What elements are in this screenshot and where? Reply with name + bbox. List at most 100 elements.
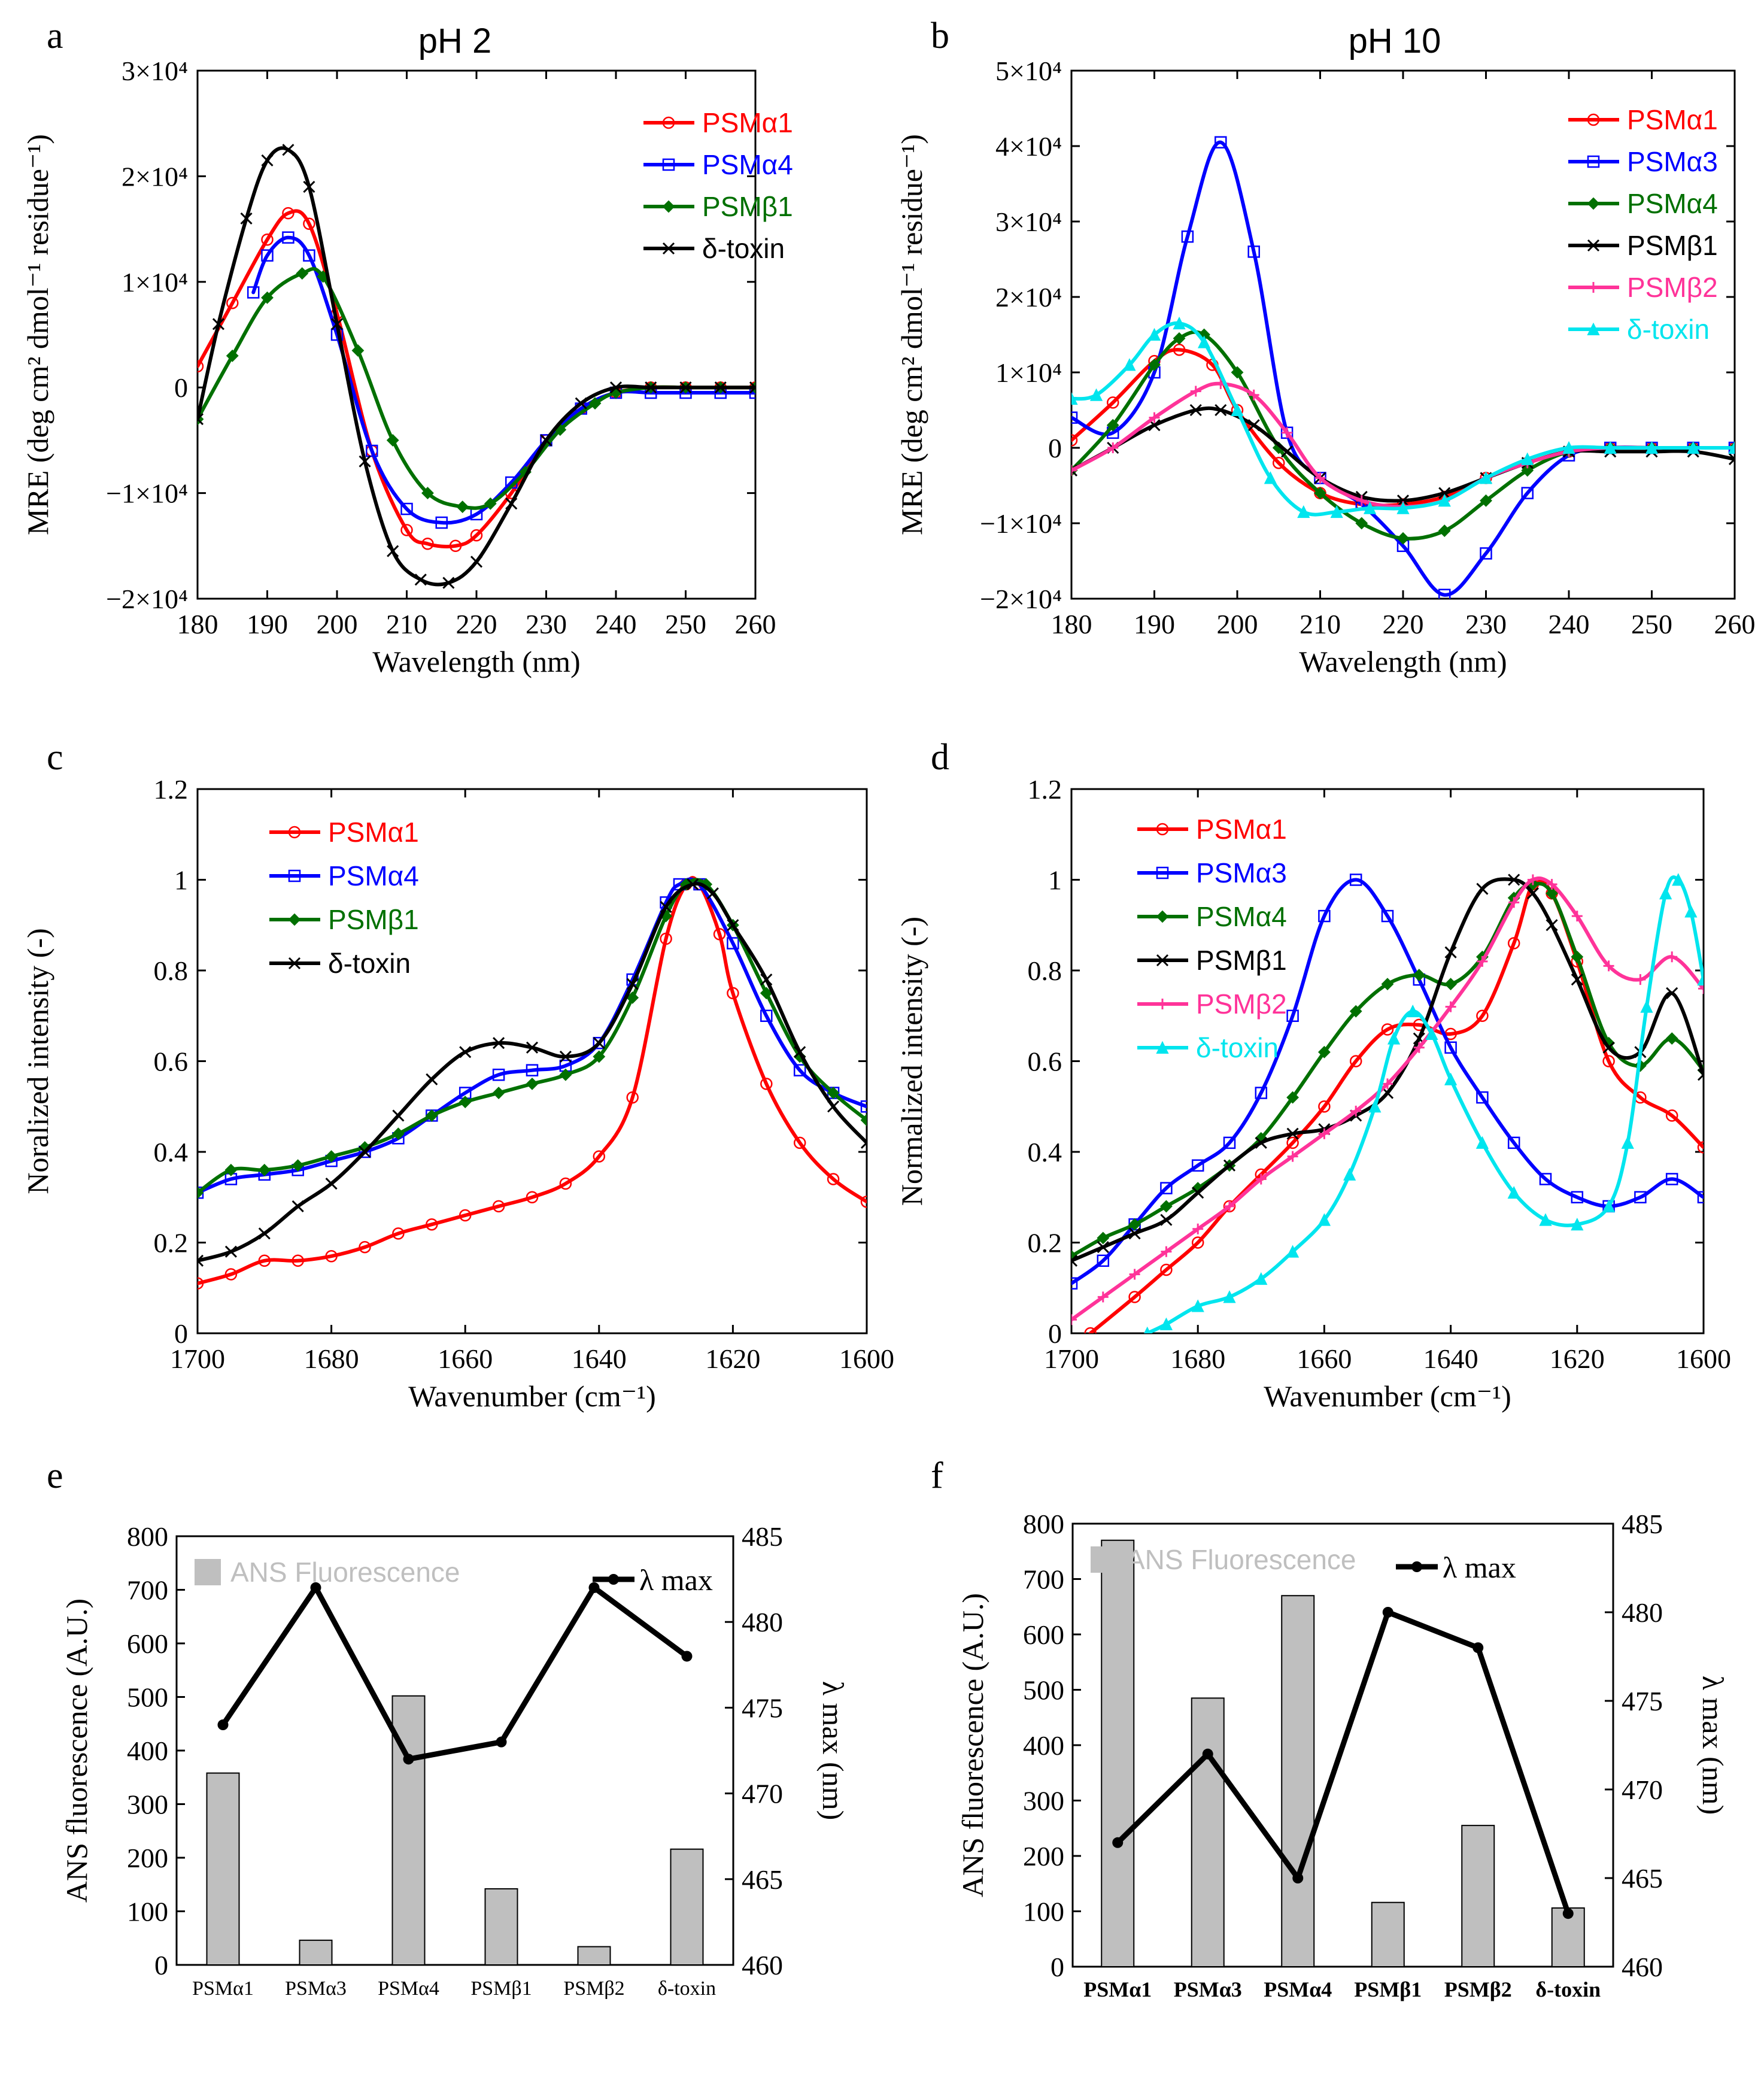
data-point <box>1640 1000 1653 1013</box>
x-tick-label: 230 <box>1465 609 1507 639</box>
x-tick-label: 180 <box>177 609 218 639</box>
data-point <box>760 1009 773 1022</box>
data-point <box>827 1100 840 1113</box>
x-tick-label: 180 <box>1051 609 1092 639</box>
panel-title: pH 2 <box>418 22 492 60</box>
data-point <box>793 1136 806 1149</box>
legend-label: δ-toxin <box>1196 1032 1279 1063</box>
series-line <box>198 877 867 1195</box>
data-point <box>1480 547 1492 560</box>
data-point <box>261 291 274 304</box>
series-line <box>198 878 867 1195</box>
data-point <box>1381 978 1394 991</box>
series-δ-toxin <box>1144 873 1704 1333</box>
data-point <box>258 1227 271 1240</box>
y2-tick-label: 460 <box>742 1950 783 1980</box>
data-point <box>421 538 434 550</box>
series-PSMβ2 <box>1071 874 1704 1325</box>
category-label: PSMβ2 <box>1444 1977 1512 2001</box>
data-point <box>679 381 692 394</box>
series-PSMα1 <box>1084 878 1704 1333</box>
y2-tick-label: 475 <box>742 1692 783 1723</box>
lambda-max-point <box>1472 1642 1484 1654</box>
data-point <box>559 1050 572 1063</box>
data-point <box>1521 487 1534 499</box>
x-tick-label: 1700 <box>1044 1343 1099 1374</box>
legend-label: δ-toxin <box>702 233 785 264</box>
data-point <box>1071 392 1078 405</box>
data-point <box>426 1218 438 1231</box>
data-point <box>1330 505 1343 518</box>
series-PSMα4 <box>198 877 867 1199</box>
y2-tick-label: 470 <box>742 1779 783 1809</box>
data-point <box>442 577 455 589</box>
data-point <box>1231 366 1244 379</box>
data-point <box>1318 909 1331 923</box>
x-tick-label: 210 <box>1300 609 1341 639</box>
data-point <box>1231 403 1244 416</box>
data-point <box>1444 978 1458 991</box>
data-point <box>1281 445 1294 458</box>
y-tick-label: −1×10⁴ <box>980 508 1062 539</box>
y-tick-label: 0.2 <box>1028 1228 1062 1258</box>
data-point <box>1728 441 1735 454</box>
data-point <box>1123 358 1136 371</box>
data-point <box>706 887 719 900</box>
y-axis-label: Normalized intensity (-) <box>895 917 928 1206</box>
data-point <box>559 1177 572 1190</box>
panel-title: pH 10 <box>1349 22 1441 60</box>
data-point <box>1363 501 1377 514</box>
legend-marker <box>1157 999 1168 1009</box>
y-tick-label: 1.2 <box>154 774 189 805</box>
data-point <box>359 455 371 468</box>
y2-tick-label: 465 <box>1622 1863 1663 1894</box>
panel-label: e <box>47 1455 63 1496</box>
data-point <box>392 1227 405 1240</box>
lambda-max-point <box>217 1719 229 1731</box>
lambda-max-point <box>1292 1873 1304 1883</box>
category-label: PSMα1 <box>1083 1977 1152 2001</box>
lambda-max-point <box>310 1582 321 1593</box>
legend-label: PSMα4 <box>702 149 793 180</box>
category-label: δ-toxin <box>658 1977 716 2000</box>
data-point <box>1148 358 1161 371</box>
data-point <box>1697 1141 1704 1154</box>
y-tick-label: 0.8 <box>154 956 189 986</box>
data-point <box>492 1087 505 1099</box>
x-tick-label: 190 <box>1134 609 1175 639</box>
data-point <box>1507 1185 1520 1199</box>
data-point <box>1571 950 1584 963</box>
data-point <box>1444 1072 1458 1085</box>
data-point <box>1539 1213 1552 1226</box>
data-point <box>1665 1109 1678 1122</box>
panel-label: f <box>931 1455 943 1496</box>
data-point <box>593 1050 606 1063</box>
category-label: PSMβ2 <box>563 1977 624 2000</box>
data-point <box>1181 230 1194 243</box>
bar <box>299 1939 333 1966</box>
data-point <box>1273 456 1285 469</box>
category-label: PSMα3 <box>1174 1977 1242 2001</box>
data-point <box>1128 1218 1141 1231</box>
data-point <box>626 1091 639 1104</box>
data-point <box>1255 1087 1268 1099</box>
data-point <box>325 1249 338 1263</box>
data-point <box>1160 1182 1173 1194</box>
x-tick-label: 250 <box>1631 609 1672 639</box>
x-axis-label: Wavelength (nm) <box>372 645 580 678</box>
data-point <box>1356 495 1367 506</box>
series-δ-toxin <box>198 144 755 589</box>
legend-marker <box>662 116 675 129</box>
data-point <box>1282 427 1293 438</box>
y-tick-label: 500 <box>1023 1675 1064 1706</box>
data-point <box>1255 1136 1267 1149</box>
data-point <box>492 1068 505 1081</box>
data-point <box>1071 1254 1078 1267</box>
lambda-max-point <box>403 1754 414 1765</box>
series-PSMβ1 <box>198 878 867 1199</box>
legend-label: δ-toxin <box>1627 314 1710 345</box>
y-tick-label: 0 <box>174 372 188 403</box>
data-point <box>303 217 315 230</box>
data-point <box>224 1245 237 1258</box>
